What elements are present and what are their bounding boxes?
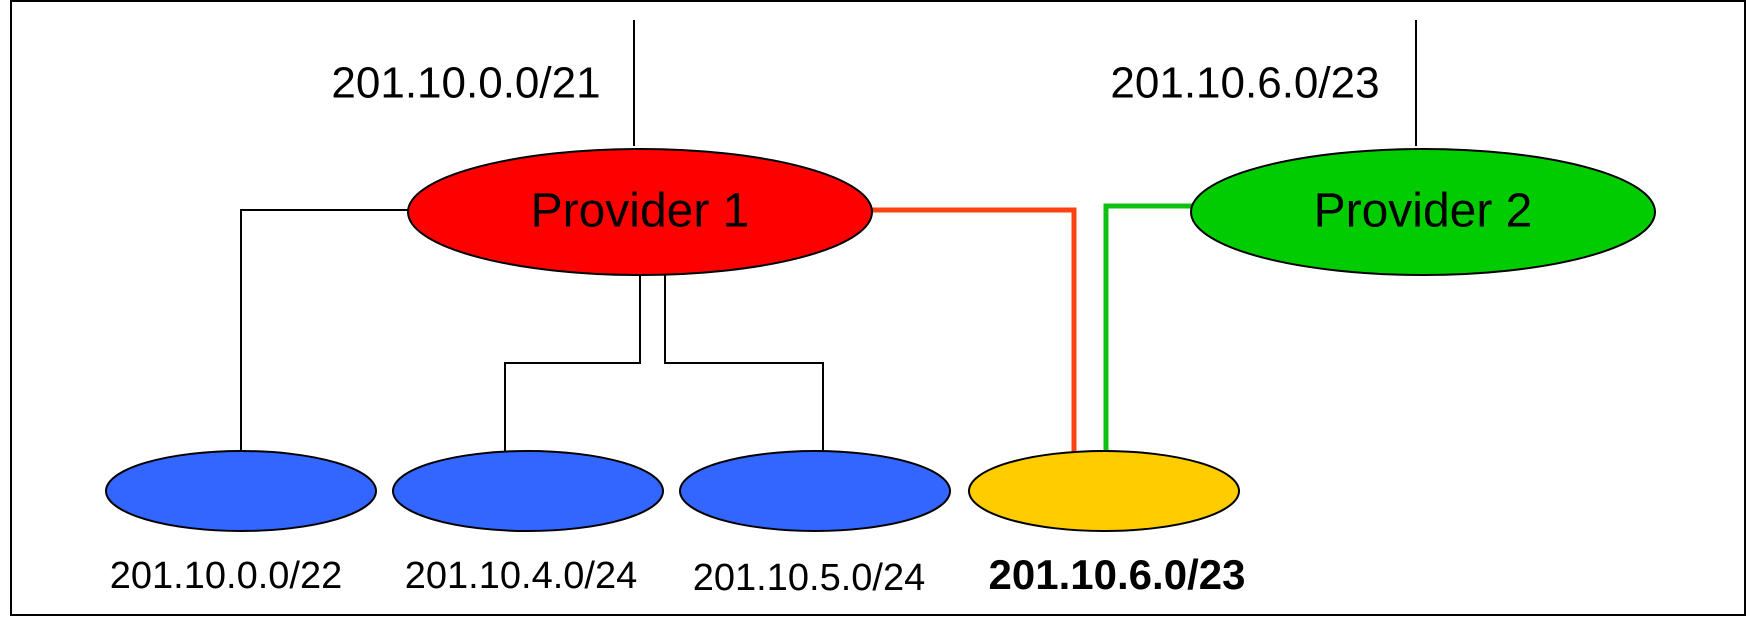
- link-provider2: [1103, 203, 1196, 452]
- customer-node: [105, 450, 377, 532]
- customer-label: 201.10.6.0/23: [989, 551, 1246, 598]
- prefix-label: 201.10.6.0/23: [1110, 59, 1379, 108]
- prefix-label: 201.10.0.0/21: [331, 59, 600, 108]
- customer-label: 201.10.4.0/24: [405, 555, 637, 597]
- customer-label: 201.10.5.0/24: [693, 557, 925, 599]
- customer-label: 201.10.0.0/22: [110, 555, 342, 597]
- provider-node: [407, 148, 873, 276]
- link: [664, 275, 824, 452]
- provider-label: Provider 2: [1314, 185, 1533, 238]
- link: [504, 275, 641, 452]
- customer-node: [392, 450, 664, 532]
- customer-node: [968, 450, 1240, 532]
- customer-node: [679, 450, 951, 532]
- provider-label: Provider 1: [531, 185, 750, 238]
- link-provider1: [870, 207, 1077, 452]
- provider-node: [1190, 148, 1656, 276]
- link: [240, 209, 410, 452]
